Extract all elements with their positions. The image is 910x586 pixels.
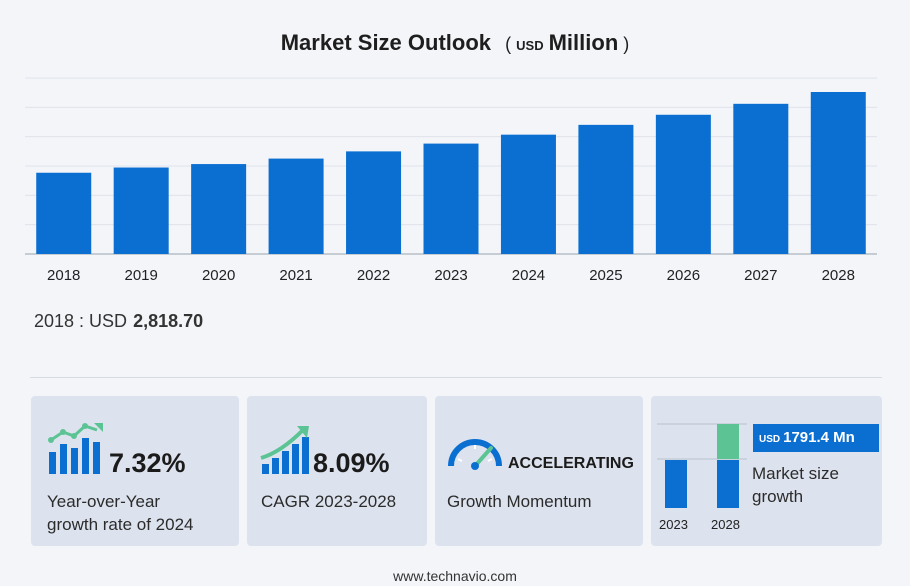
yoy-desc-line1: Year-over-Year bbox=[47, 492, 161, 511]
bar-2020 bbox=[191, 164, 247, 254]
x-tick-label: 2023 bbox=[434, 267, 467, 284]
momentum-card: ACCELERATING Growth Momentum bbox=[435, 396, 643, 546]
growth-desc-line1: Market size bbox=[752, 464, 839, 483]
mini-year-start: 2023 bbox=[659, 517, 688, 532]
mini-year-end: 2028 bbox=[711, 517, 740, 532]
unit-prefix: USD bbox=[516, 38, 544, 53]
footer-url: www.technavio.com bbox=[393, 568, 517, 584]
x-tick-label: 2026 bbox=[667, 267, 700, 284]
bar-2021 bbox=[268, 158, 324, 254]
base-year-label: 2018 : USD 2,818.70 bbox=[34, 311, 203, 332]
bar-chart: 2018 2019 2020 2021 2022 2023 2024 2025 2026 2027… bbox=[25, 77, 877, 284]
badge-prefix: USD bbox=[759, 434, 781, 445]
title-text: Market Size Outlook bbox=[280, 30, 492, 55]
yoy-description: Year-over-Year growth rate of 2024 bbox=[47, 490, 193, 536]
x-tick-label: 2020 bbox=[202, 267, 235, 284]
momentum-description: Growth Momentum bbox=[447, 492, 592, 511]
cagr-card: 8.09% CAGR 2023-2028 bbox=[247, 396, 427, 546]
yoy-card: 7.32% Year-over-Year growth rate of 2024 bbox=[31, 396, 239, 546]
bar-2023 bbox=[423, 143, 479, 254]
yoy-desc-line2: growth rate of 2024 bbox=[47, 515, 194, 534]
growth-badge: USD 1791.4 Mn bbox=[753, 424, 879, 452]
speedometer-icon bbox=[448, 439, 502, 470]
bar-2022 bbox=[346, 151, 402, 254]
cagr-value: 8.09% bbox=[313, 448, 390, 478]
bar-2028 bbox=[810, 92, 866, 254]
growth-bars-icon bbox=[48, 423, 103, 474]
growth-mini-chart bbox=[657, 423, 747, 508]
bar-2019 bbox=[113, 167, 169, 254]
yoy-value: 7.32% bbox=[109, 448, 186, 478]
base-year-value: 2,818.70 bbox=[133, 311, 204, 331]
bar-2018 bbox=[36, 172, 92, 254]
unit-suffix: Million bbox=[548, 30, 619, 55]
x-tick-label: 2028 bbox=[822, 267, 855, 284]
x-tick-label: 2024 bbox=[512, 267, 545, 284]
bar-2027 bbox=[733, 103, 789, 254]
x-tick-label: 2025 bbox=[589, 267, 622, 284]
momentum-value: ACCELERATING bbox=[508, 455, 634, 472]
growth-desc-line2: growth bbox=[752, 487, 804, 506]
base-year-text: 2018 : USD bbox=[34, 311, 128, 331]
mini-bar-2028-base bbox=[717, 460, 739, 508]
bar-2025 bbox=[578, 124, 634, 255]
bar-2026 bbox=[655, 114, 711, 254]
cagr-description: CAGR 2023-2028 bbox=[261, 492, 397, 511]
growth-description: Market size growth bbox=[752, 462, 839, 508]
growth-card bbox=[651, 396, 882, 546]
bar-2024 bbox=[500, 134, 556, 254]
divider bbox=[30, 377, 882, 378]
x-tick-label: 2021 bbox=[279, 267, 312, 284]
chart-title: Market Size Outlook ( USD Million ) bbox=[0, 30, 910, 56]
x-tick-label: 2027 bbox=[744, 267, 777, 284]
mini-bar-2023 bbox=[665, 460, 687, 508]
mini-bar-2028-growth bbox=[717, 424, 739, 459]
badge-value: 1791.4 Mn bbox=[783, 429, 855, 446]
title-unit: ( USD Million ) bbox=[505, 30, 630, 55]
trend-up-icon bbox=[260, 426, 309, 474]
x-tick-label: 2018 bbox=[47, 267, 80, 284]
x-tick-label: 2019 bbox=[124, 267, 157, 284]
x-tick-label: 2022 bbox=[357, 267, 390, 284]
